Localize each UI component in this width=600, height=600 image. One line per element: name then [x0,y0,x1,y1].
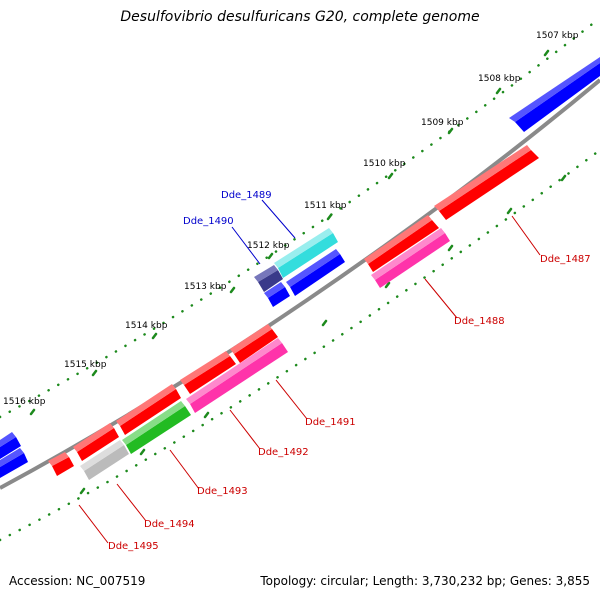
tick-1511 [326,213,333,221]
topology-summary: Topology: circular; Length: 3,730,232 bp… [260,574,590,588]
tick-1516 [29,408,36,416]
kbp-label-1515: 1515 kbp [64,360,107,370]
gene-label-dde-1490[interactable]: Dde_1490 [183,216,234,227]
gene-labels: Dde_1487 Dde_1488 Dde_1489 Dde_1490 Dde_… [108,190,591,552]
gene-block[interactable] [0,448,28,478]
gene-label-dde-1487[interactable]: Dde_1487 [540,254,591,265]
gene-block[interactable] [364,215,439,272]
connector-dde-1489 [261,199,296,239]
tick-1514 [151,332,158,340]
gene-block-dde-1491[interactable] [186,338,288,413]
gene-label-dde-1491[interactable]: Dde_1491 [305,417,356,428]
kbp-label-1514: 1514 kbp [125,321,168,331]
tick-1513 [229,286,236,294]
accession-label: Accession: NC_007519 [9,574,146,588]
gene-block-dde-1495[interactable] [48,452,74,476]
gene-block[interactable] [230,324,278,363]
kbp-label-1516: 1516 kbp [3,397,46,407]
ruler-track [0,16,600,419]
tick-1512 [267,252,274,260]
inner-dotted-line [0,148,600,542]
connector-dde-1487 [511,215,541,256]
gene-block-dde-1492[interactable] [116,384,181,435]
gene-block[interactable] [80,440,129,480]
connector-dde-1493 [169,449,200,490]
tick-1510 [387,172,394,180]
connector-dde-1492 [229,409,261,450]
gene-block[interactable] [180,351,236,394]
tick-1507 [543,49,550,57]
gene-blocks [0,57,600,480]
kbp-label-1507: 1507 kbp [536,31,579,41]
connector-dde-1491 [275,379,308,420]
ruler-dotted-line [0,16,600,419]
kbp-label-1510: 1510 kbp [363,159,406,169]
connector-dde-1495 [78,504,109,544]
kbp-label-1513: 1513 kbp [184,282,227,292]
inner-tick [506,207,513,215]
gene-label-dde-1492[interactable]: Dde_1492 [258,447,309,458]
tick-1509 [447,127,454,135]
gene-label-dde-1488[interactable]: Dde_1488 [454,316,505,327]
gene-block[interactable] [286,249,345,296]
kbp-labels: 1507 kbp 1508 kbp 1509 kbp 1510 kbp 1511… [3,31,579,407]
gene-block-dde-1494[interactable] [73,423,119,461]
inner-tick [321,319,328,327]
gene-label-dde-1494[interactable]: Dde_1494 [144,519,195,530]
tick-1508 [495,87,502,95]
gene-label-dde-1493[interactable]: Dde_1493 [197,486,248,497]
gene-block-dde-1489[interactable] [274,228,338,278]
inner-tick [139,448,146,456]
kbp-label-1509: 1509 kbp [421,118,464,128]
label-connectors [78,199,541,544]
gene-block[interactable] [509,57,600,132]
gene-label-dde-1495[interactable]: Dde_1495 [108,541,159,552]
connector-dde-1494 [116,483,147,522]
inner-tick [384,281,391,289]
inner-tick [79,487,86,495]
inner-tick [447,244,454,252]
gene-block-dde-1493[interactable] [122,401,191,454]
gene-block-dde-1487[interactable] [434,145,539,220]
connector-dde-1488 [424,278,458,319]
gene-label-dde-1489[interactable]: Dde_1489 [221,190,272,201]
kbp-label-1508: 1508 kbp [478,74,521,84]
inner-track [0,148,600,542]
map-title: Desulfovibrio desulfuricans G20, complet… [120,9,480,25]
inner-tick [203,411,210,419]
gene-block-dde-1488[interactable] [371,228,450,288]
inner-tick [560,174,567,182]
gene-block[interactable] [264,282,290,307]
gene-block-dde-1490[interactable] [254,265,283,292]
gene-block[interactable] [0,432,21,459]
kbp-label-1512: 1512 kbp [247,241,290,251]
tick-1515 [91,369,98,377]
connector-dde-1490 [231,226,261,265]
kbp-label-1511: 1511 kbp [304,201,347,211]
